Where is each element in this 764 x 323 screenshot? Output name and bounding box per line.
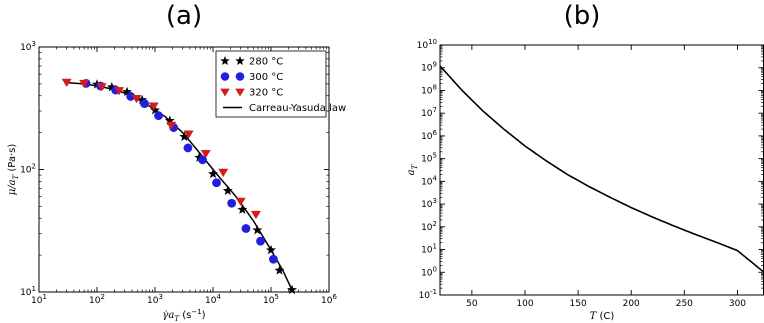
y-tick-label-b: 103 <box>421 197 437 210</box>
y-tick-label-b: 105 <box>421 152 437 165</box>
data-point-320C <box>79 79 90 89</box>
y-tick-label-b: 101 <box>421 243 437 256</box>
x-axis-label-b: T (C) <box>590 311 615 322</box>
data-point-320C <box>148 102 159 111</box>
data-point-300C <box>154 111 163 121</box>
data-point-320C <box>183 130 194 139</box>
x-tick-label-a: 102 <box>89 293 105 306</box>
data-point-280C <box>122 86 133 97</box>
data-point-320C <box>96 83 107 92</box>
data-point-300C <box>183 143 193 153</box>
data-point-280C <box>164 115 175 125</box>
panel-label-b: (b) <box>564 1 601 31</box>
y-tick-label-a: 101 <box>20 285 36 298</box>
x-tick-label-b: 150 <box>570 299 587 309</box>
data-point-280C <box>106 81 117 92</box>
shift-factor-curve <box>439 65 764 273</box>
x-tick-label-b: 200 <box>623 299 640 309</box>
data-point-320C <box>166 121 177 130</box>
legend-label: Carreau-Yasuda law <box>249 103 346 114</box>
legend-box <box>215 50 327 118</box>
legend-label: 320 °C <box>249 88 283 99</box>
data-point-280C <box>137 94 148 105</box>
chart-a: (a) 101 102 103 104 105 106 101 102 103 γ̇aT (s−1)… <box>7 1 346 323</box>
y-tick-label-b: 104 <box>421 174 437 187</box>
data-point-300C <box>227 198 237 208</box>
data-point-320C <box>200 150 211 159</box>
data-point-300C <box>126 92 136 101</box>
data-point-320C <box>61 78 72 88</box>
x-tick-label-a: 101 <box>31 293 47 306</box>
data-point-300C <box>256 236 265 246</box>
data-point-280C <box>150 104 160 115</box>
legend-swatch-circle <box>235 72 245 81</box>
x-tick-label-b: 50 <box>466 299 478 309</box>
data-point-300C <box>269 254 278 264</box>
data-point-280C <box>237 204 248 214</box>
data-point-320C <box>218 168 229 177</box>
x-tick-label-a: 103 <box>147 293 163 306</box>
y-tick-label-b: 106 <box>421 129 437 142</box>
ticks-b <box>440 44 764 296</box>
legend-swatch-star <box>235 56 245 66</box>
x-tick-label-b: 300 <box>729 299 746 309</box>
y-axis-label-a-group: μ/aT (Pa·s) <box>7 144 20 196</box>
y-tick-label-b: 10-1 <box>419 288 437 301</box>
data-point-280C <box>208 168 218 179</box>
x-tick-label-a: 105 <box>263 293 279 306</box>
x-tick-label-b: 250 <box>676 299 693 309</box>
data-point-320C <box>250 210 261 220</box>
data-point-320C <box>235 197 246 207</box>
data-point-300C <box>198 155 207 165</box>
x-axis-label-a: γ̇aT (s−1) <box>162 308 205 323</box>
y-tick-label-b: 102 <box>421 220 437 233</box>
y-tick-label-b: 108 <box>421 83 437 96</box>
x-tick-label-b: 100 <box>516 299 533 309</box>
legend-swatch-triangle <box>235 88 245 97</box>
y-tick-label-b: 100 <box>421 265 437 278</box>
data-point-300C <box>212 178 221 188</box>
series-points-triangle-down <box>61 78 261 220</box>
data-point-280C <box>266 244 276 255</box>
y-tick-label-a: 103 <box>20 40 36 53</box>
data-point-320C <box>114 87 125 96</box>
x-tick-label-a: 104 <box>205 293 221 306</box>
y-tick-label-b: 1010 <box>417 38 437 51</box>
legend-label: 280 °C <box>249 57 283 68</box>
y-tick-label-a: 102 <box>20 163 36 176</box>
data-point-280C <box>222 185 233 196</box>
data-point-280C <box>179 131 190 141</box>
y-axis-label-b-group: aT <box>406 163 419 175</box>
y-tick-label-b: 107 <box>421 106 437 119</box>
y-axis-label-a: μ/aT (Pa·s) <box>7 144 20 196</box>
legend-swatch-star <box>220 56 230 66</box>
x-tick-label-a: 106 <box>321 293 337 306</box>
data-point-280C <box>274 265 285 275</box>
chart-b: (b) 50 100 150 200 250 300 10-1 100 101 102 103 104 1… <box>406 1 764 322</box>
data-point-280C <box>252 224 263 235</box>
y-axis-label-b: aT <box>406 163 419 175</box>
panel-label-a: (a) <box>166 1 202 31</box>
legend-label: 300 °C <box>249 72 283 83</box>
data-point-300C <box>241 224 251 233</box>
legend-swatch-circle <box>220 72 230 81</box>
legend-swatch-triangle <box>220 88 230 97</box>
data-point-320C <box>131 94 142 104</box>
legend-a: 280 °C 300 °C 320 °C Carreau-Yasuda law <box>215 50 346 118</box>
data-point-300C <box>140 99 149 109</box>
plot-frame-b <box>439 44 764 296</box>
y-tick-label-b: 109 <box>421 61 437 74</box>
data-point-280C <box>287 284 297 295</box>
